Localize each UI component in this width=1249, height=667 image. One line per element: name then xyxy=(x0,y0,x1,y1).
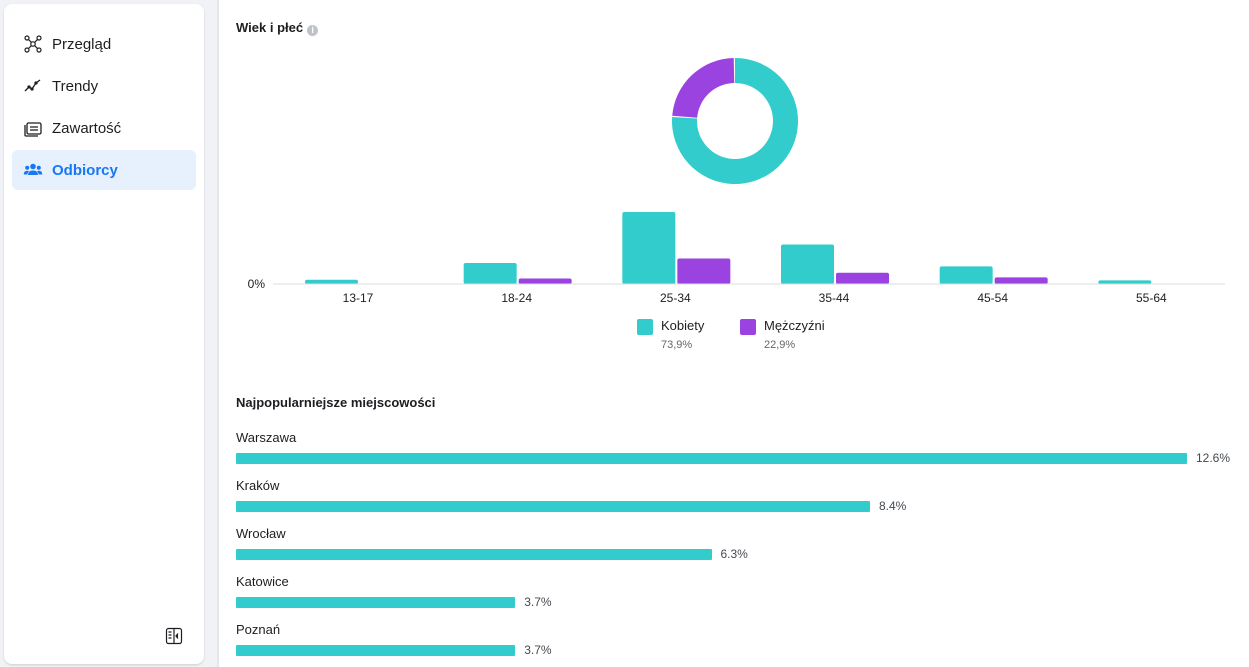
city-bar[interactable] xyxy=(236,644,516,656)
bar-18-24-men[interactable] xyxy=(518,278,572,284)
city-name: Poznań xyxy=(236,622,281,637)
bar-13-17-women[interactable] xyxy=(305,279,358,284)
collapse-panel-icon xyxy=(165,627,183,650)
people-icon xyxy=(22,159,44,181)
city-bar[interactable] xyxy=(236,500,870,512)
city-bar[interactable] xyxy=(236,452,1187,464)
city-percent: 6.3% xyxy=(720,547,748,561)
bar-35-44-women[interactable] xyxy=(781,244,834,284)
collapse-panel-button[interactable] xyxy=(164,627,184,650)
gender-donut xyxy=(672,58,798,184)
city-percent: 8.4% xyxy=(879,499,907,513)
sidebar-item-trends[interactable]: Trendy xyxy=(12,66,196,106)
sidebar-item-label: Trendy xyxy=(52,77,99,95)
x-tick-label: 35-44 xyxy=(819,291,850,305)
legend-swatch-women xyxy=(637,319,653,335)
legend-value-women: 73,9% xyxy=(661,339,693,351)
city-row: Wrocław 6.3% xyxy=(236,526,1236,561)
panel-divider xyxy=(217,0,219,667)
city-name: Warszawa xyxy=(236,430,297,445)
content-cards-icon xyxy=(22,117,44,139)
city-percent: 12.6% xyxy=(1196,451,1231,465)
city-name: Kraków xyxy=(236,478,280,493)
sidebar-nav: Przegląd Trendy Zawartość xyxy=(12,24,196,192)
legend-label-men: Mężczyźni xyxy=(764,318,825,333)
city-name: Katowice xyxy=(236,574,289,589)
x-tick-label: 13-17 xyxy=(343,291,374,305)
legend-value-men: 22,9% xyxy=(764,339,796,351)
x-tick-labels: 13-17 18-24 25-34 35-44 45-54 55-64 xyxy=(343,291,1167,305)
bar-35-44-men[interactable] xyxy=(836,272,889,284)
x-tick-label: 18-24 xyxy=(501,291,532,305)
sidebar-item-audience[interactable]: Odbiorcy xyxy=(12,150,196,190)
sidebar-item-overview[interactable]: Przegląd xyxy=(12,24,196,64)
city-bar[interactable] xyxy=(236,596,516,608)
city-row: Warszawa 12.6% xyxy=(236,430,1236,465)
network-icon xyxy=(22,33,44,55)
trend-line-icon xyxy=(22,75,44,97)
sidebar-item-content[interactable]: Zawartość xyxy=(12,108,196,148)
donut-slice-men[interactable] xyxy=(672,58,735,118)
legend-swatch-men xyxy=(740,319,756,335)
city-row: Katowice 3.7% xyxy=(236,574,1236,609)
sidebar-item-label: Przegląd xyxy=(52,35,112,53)
age-bars xyxy=(305,212,1152,284)
x-tick-label: 25-34 xyxy=(660,291,691,305)
cities-title: Najpopularniejsze miejscowości xyxy=(236,395,436,410)
bar-45-54-men[interactable] xyxy=(994,277,1048,284)
sidebar-item-label: Odbiorcy xyxy=(52,161,118,179)
bar-55-64-women[interactable] xyxy=(1098,280,1152,284)
city-percent: 3.7% xyxy=(524,643,552,657)
legend-women[interactable]: Kobiety 73,9% xyxy=(637,318,704,351)
legend-men[interactable]: Mężczyźni 22,9% xyxy=(740,318,825,351)
main-content: Wiek i płeć i 0% 13-17 18-24 25-34 35-44 45-5… xyxy=(219,0,1249,667)
x-tick-label: 45-54 xyxy=(977,291,1008,305)
sidebar-item-label: Zawartość xyxy=(52,119,122,137)
bar-25-34-women[interactable] xyxy=(622,212,676,284)
sidebar: Przegląd Trendy Zawartość xyxy=(4,4,204,664)
y-zero-label: 0% xyxy=(248,277,266,291)
city-name: Wrocław xyxy=(236,526,286,541)
donut-slice-women[interactable] xyxy=(672,58,798,184)
info-icon[interactable]: i xyxy=(307,25,319,36)
age-gender-chart: 0% 13-17 18-24 25-34 35-44 45-54 55-64 xyxy=(248,58,1225,305)
age-gender-title-text: Wiek i płeć xyxy=(236,20,304,35)
age-gender-title: Wiek i płeć i xyxy=(236,20,319,36)
bar-45-54-women[interactable] xyxy=(939,266,993,284)
legend-label-women: Kobiety xyxy=(661,318,705,333)
bar-25-34-men[interactable] xyxy=(677,258,731,284)
bar-18-24-women[interactable] xyxy=(463,263,517,284)
city-bar[interactable] xyxy=(236,548,712,560)
city-row: Poznań 3.7% xyxy=(236,622,1236,657)
city-row: Kraków 8.4% xyxy=(236,478,1236,513)
x-tick-label: 55-64 xyxy=(1136,291,1167,305)
city-percent: 3.7% xyxy=(524,595,552,609)
